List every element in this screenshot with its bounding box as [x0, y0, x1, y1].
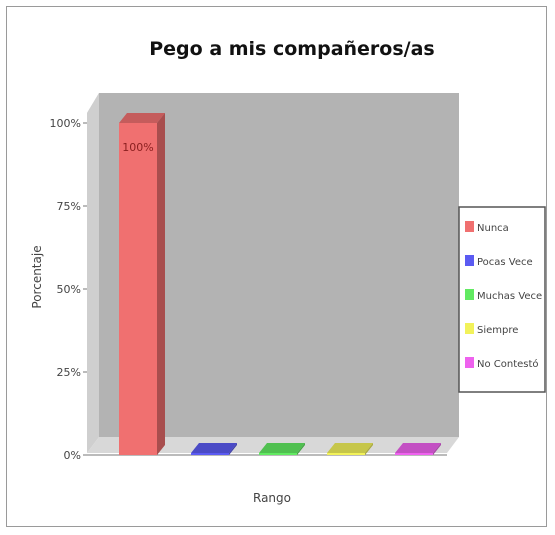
chart-svg: Pego a mis compañeros/as 0% 25% 50% 75% 100%…	[30, 38, 546, 505]
bar	[327, 453, 365, 455]
y-tick-label: 75%	[57, 200, 81, 213]
legend: Nunca Pocas Vece Muchas Vece Siempre No Cont…	[458, 206, 546, 393]
y-tick-label: 0%	[64, 449, 81, 462]
legend-swatch	[465, 289, 474, 300]
bar-data-label: 100%	[122, 141, 153, 154]
y-tick-label: 50%	[57, 283, 81, 296]
y-tick-label: 25%	[57, 366, 81, 379]
bar	[259, 453, 297, 455]
legend-swatch	[465, 357, 474, 368]
x-axis-label: Rango	[253, 491, 291, 505]
legend-label: Pocas Vece	[477, 257, 533, 268]
legend-swatch	[465, 255, 474, 266]
bar-side-face	[157, 113, 165, 455]
plot-left-wall	[87, 93, 99, 453]
y-axis-label: Porcentaje	[30, 245, 44, 308]
legend-label: Muchas Vece	[477, 291, 542, 302]
y-tick-label: 100%	[50, 117, 81, 130]
bar-top-face	[119, 113, 165, 123]
bar-top-face	[191, 443, 237, 453]
bar-side-face	[433, 443, 441, 455]
chart-frame: Pego a mis compañeros/as 0% 25% 50% 75% 100%…	[6, 6, 547, 527]
bar	[395, 453, 433, 455]
legend-label: Siempre	[477, 325, 518, 336]
bar-top-face	[259, 443, 305, 453]
legend-swatch	[465, 323, 474, 334]
legend-label: No Contestó	[477, 358, 539, 370]
bar-side-face	[365, 443, 373, 455]
bar	[191, 453, 229, 455]
bar-side-face	[297, 443, 305, 455]
legend-label: Nunca	[477, 223, 509, 234]
legend-swatch	[465, 221, 474, 232]
bar	[119, 123, 157, 455]
bar-top-face	[327, 443, 373, 453]
bar-top-face	[395, 443, 441, 453]
y-axis-ticks: 0% 25% 50% 75% 100%	[50, 117, 87, 462]
bar-side-face	[229, 443, 237, 455]
chart-title: Pego a mis compañeros/as	[149, 38, 435, 60]
bars-group: 100%	[119, 113, 441, 455]
